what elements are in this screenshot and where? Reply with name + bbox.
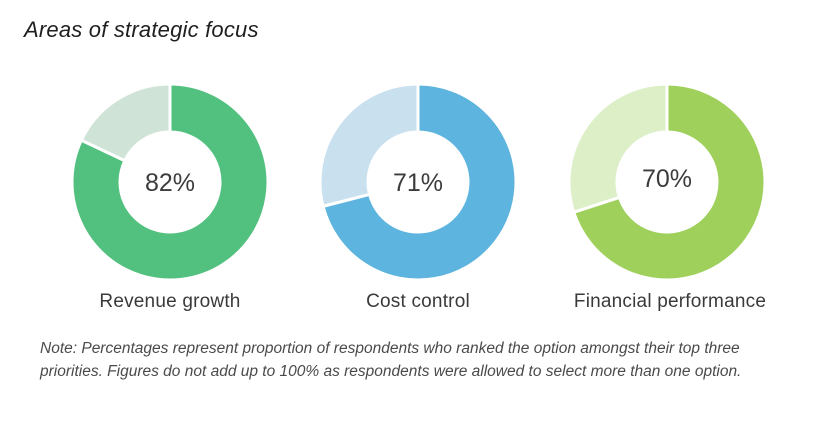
category-label-financial-performance: Financial performance <box>573 291 767 312</box>
donut-chart-revenue-growth: 82% <box>70 82 270 282</box>
donut-svg-financial-performance: 70% <box>567 82 767 282</box>
category-label-revenue-growth: Revenue growth <box>99 291 241 312</box>
category-label-cost-control: Cost control <box>366 291 470 312</box>
donut-rest-financial-performance <box>567 82 669 215</box>
donut-slice-cost-control <box>321 82 518 282</box>
value-label-cost-control: 71% <box>393 169 443 197</box>
footnote: Note: Percentages represent proportion o… <box>40 340 742 380</box>
value-label-financial-performance: 70% <box>642 165 692 193</box>
donut-slice-revenue-growth <box>70 82 270 282</box>
donut-rest-cost-control <box>318 82 420 209</box>
donut-slice-financial-performance <box>571 82 767 282</box>
value-label-revenue-growth: 82% <box>145 169 195 197</box>
donut-svg-revenue-growth: 82% <box>70 82 270 282</box>
chart-title: Areas of strategic focus <box>24 17 259 42</box>
donut-svg-cost-control: 71% <box>318 82 518 282</box>
donut-chart-cost-control: 71% <box>318 82 518 282</box>
donut-chart-financial-performance: 70% <box>567 82 767 282</box>
